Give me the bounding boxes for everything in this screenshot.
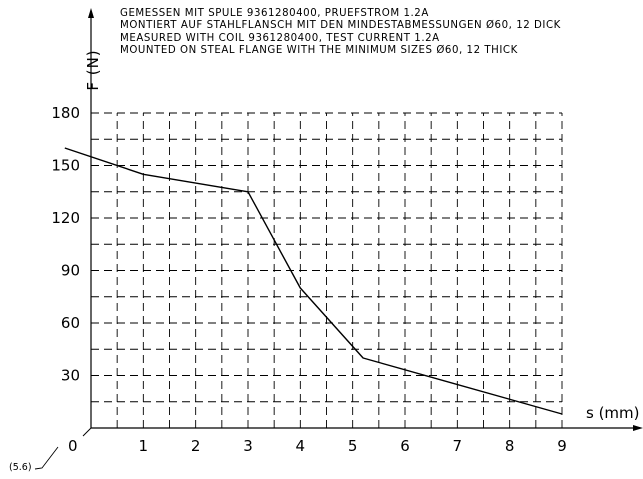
measurement-notes: GEMESSEN MIT SPULE 9361280400, PRUEFSTRO… [120, 8, 561, 57]
origin-diagonal [82, 427, 92, 437]
x-tick-label: 3 [243, 437, 253, 455]
chart-grid [91, 112, 563, 428]
x-axis-title: s (mm) [586, 404, 640, 422]
y-axis-title: F (N) [84, 49, 102, 91]
origin-label: 0 [68, 437, 78, 455]
y-tick-label: 120 [51, 209, 80, 227]
x-tick-label: 8 [505, 437, 515, 455]
x-tick-label: 2 [191, 437, 201, 455]
x-tick-label: 6 [400, 437, 410, 455]
x-tick-label: 9 [557, 437, 567, 455]
reference-label: (5.6) [9, 462, 32, 473]
y-tick-label: 30 [61, 367, 80, 385]
y-tick-label: 90 [61, 262, 80, 280]
x-axis-arrow [633, 425, 643, 431]
x-tick-label: 1 [139, 437, 149, 455]
x-tick-label: 7 [453, 437, 463, 455]
x-tick-label: 5 [348, 437, 358, 455]
y-tick-label: 180 [51, 104, 80, 122]
force-curve-line [64, 147, 563, 415]
y-axis-title-box: F (N) [84, 40, 102, 100]
x-tick-label: 4 [296, 437, 306, 455]
y-axis-arrow [88, 8, 94, 18]
note-line-de-coil: GEMESSEN MIT SPULE 9361280400, PRUEFSTRO… [120, 8, 429, 19]
reference-leader [34, 446, 59, 470]
y-tick-labels: 30 60 90 120 150 180 [51, 104, 80, 385]
x-tick-labels: 1 2 3 4 5 6 7 8 9 [139, 437, 567, 455]
y-tick-label: 150 [51, 157, 80, 175]
note-line-de-flange: MONTIERT AUF STAHLFLANSCH MIT DEN MINDES… [120, 20, 561, 32]
y-tick-label: 60 [61, 314, 80, 332]
note-line-en-coil: MEASURED WITH COIL 9361280400, TEST CURR… [120, 32, 440, 44]
chart-axes [34, 8, 643, 470]
note-line-en-flange: MOUNTED ON STEAL FLANGE WITH THE MINIMUM… [120, 44, 518, 56]
